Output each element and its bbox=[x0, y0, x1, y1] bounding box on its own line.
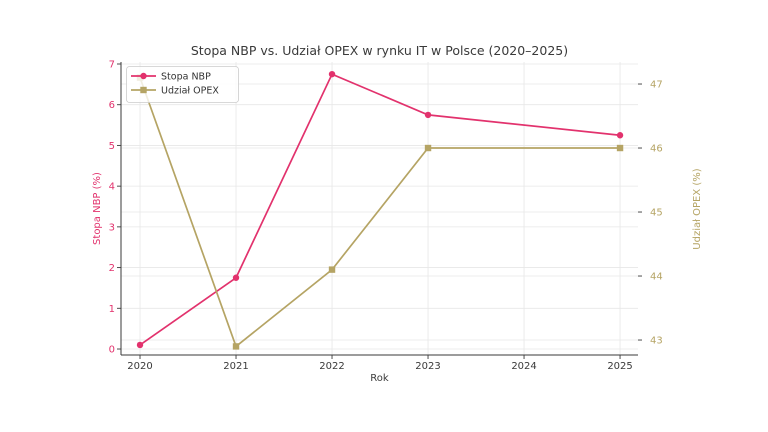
legend-marker-stopa-nbp bbox=[140, 72, 147, 80]
legend-marker-udzial-opex bbox=[140, 86, 147, 94]
gridlines bbox=[121, 62, 638, 355]
right-tick-label: 46 bbox=[650, 144, 663, 155]
x-tick-label: 2023 bbox=[415, 361, 440, 372]
right-tick-label: 47 bbox=[650, 80, 663, 91]
x-tick-label: 2022 bbox=[319, 361, 344, 372]
x-tick-label: 2021 bbox=[223, 361, 248, 372]
left-tick-label: 0 bbox=[109, 345, 115, 356]
x-axis-label: Rok bbox=[370, 373, 389, 384]
left-tick-label: 7 bbox=[109, 59, 115, 70]
left-axis-label: Stopa NBP (%) bbox=[92, 172, 103, 245]
data-point-marker bbox=[232, 274, 240, 281]
legend-label-stopa-nbp: Stopa NBP bbox=[161, 72, 211, 83]
data-point-marker bbox=[328, 70, 336, 78]
data-point-marker bbox=[616, 144, 624, 152]
right-tick-label: 44 bbox=[650, 272, 663, 283]
right-axis-label: Udział OPEX (%) bbox=[692, 168, 703, 249]
left-tick-label: 3 bbox=[109, 222, 115, 233]
data-point-marker bbox=[616, 132, 624, 139]
chart-title: Stopa NBP vs. Udział OPEX w rynku IT w P… bbox=[191, 43, 568, 58]
left-tick-label: 2 bbox=[109, 263, 115, 274]
right-tick-label: 45 bbox=[650, 208, 663, 219]
data-point-marker bbox=[232, 343, 240, 350]
legend-label-udzial-opex: Udział OPEX bbox=[161, 86, 219, 97]
left-tick-label: 6 bbox=[109, 100, 115, 111]
axes-layer: 2020 2021 2022 2023 2024 20250123456743444546… bbox=[109, 59, 663, 372]
x-tick-label: 2025 bbox=[607, 361, 632, 372]
left-tick-label: 1 bbox=[109, 304, 115, 315]
data-point-marker bbox=[328, 266, 336, 273]
left-tick-label: 4 bbox=[109, 182, 115, 193]
series-layer bbox=[136, 70, 624, 350]
data-point-marker bbox=[424, 111, 432, 119]
data-point-marker bbox=[424, 144, 432, 152]
left-tick-label: 5 bbox=[109, 141, 115, 152]
x-tick-label: 2020 bbox=[127, 361, 152, 372]
series-stopa-nbp bbox=[136, 70, 624, 349]
x-tick-label: 2024 bbox=[511, 361, 536, 372]
legend: Stopa NBP Udział OPEX bbox=[126, 66, 239, 103]
right-tick-label: 43 bbox=[650, 336, 663, 347]
data-point-marker bbox=[136, 341, 144, 349]
